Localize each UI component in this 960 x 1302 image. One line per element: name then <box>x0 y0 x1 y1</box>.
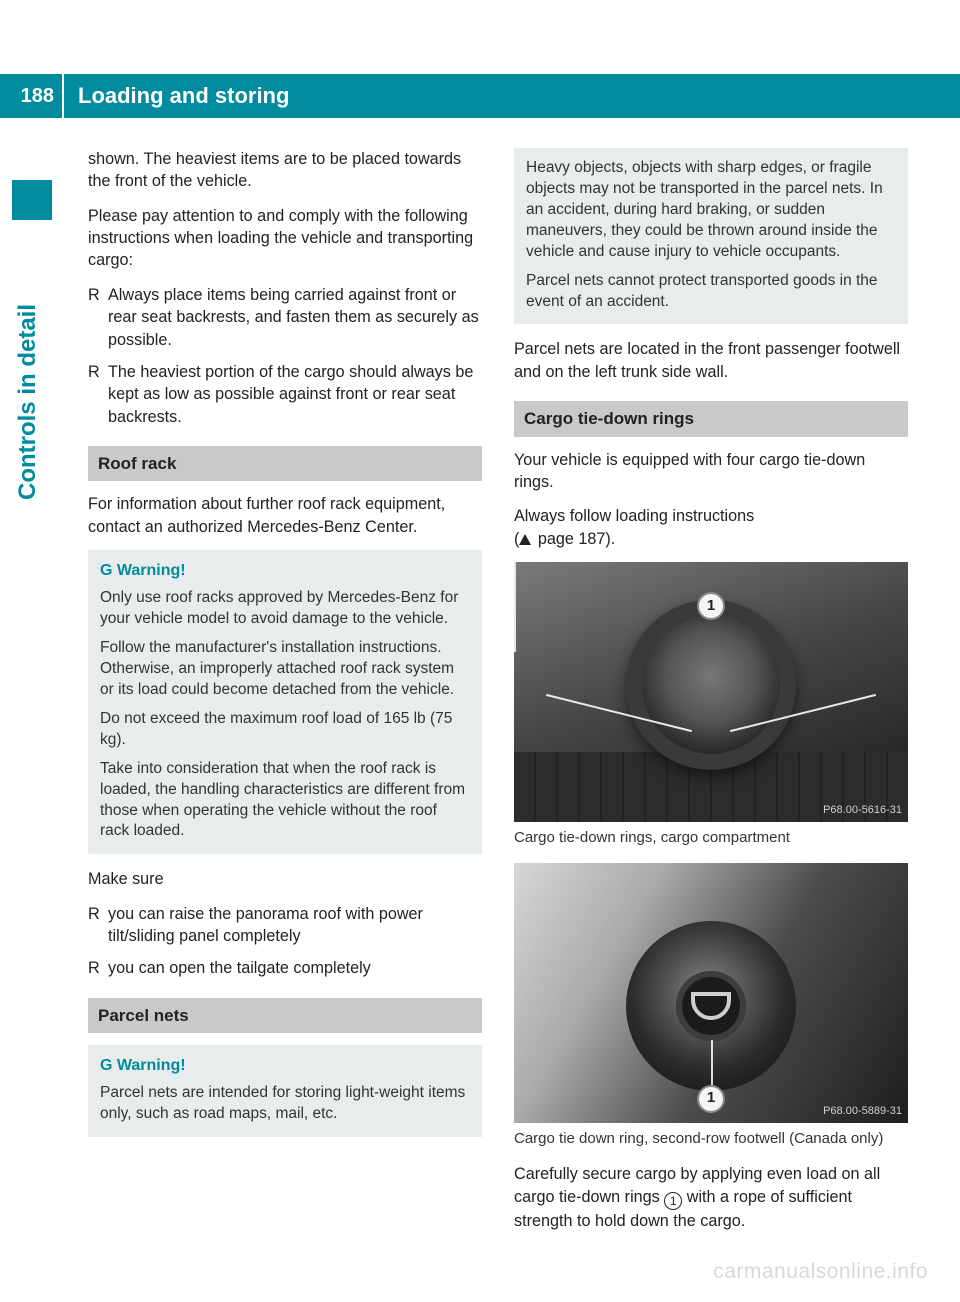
list-item: The heaviest portion of the cargo should… <box>88 361 482 428</box>
tie-down-para-2: Always follow loading instructions ( pag… <box>514 505 908 550</box>
warning-parcel-nets-cont: Heavy objects, objects with sharp edges,… <box>514 148 908 324</box>
figure-id: P68.00-5889-31 <box>823 1104 902 1119</box>
right-column: Heavy objects, objects with sharp edges,… <box>514 148 908 1244</box>
tie-down-p2a: Always follow loading instructions <box>514 507 754 525</box>
section-roof-rack: Roof rack <box>88 446 482 481</box>
side-tab-label: Controls in detail <box>14 304 42 500</box>
figure-id: P68.00-5616-31 <box>823 803 902 818</box>
callout-number: 1 <box>697 592 725 620</box>
tie-down-para-1: Your vehicle is equipped with four cargo… <box>514 449 908 494</box>
intro-para-2: Please pay attention to and comply with … <box>88 205 482 272</box>
warning-para: Parcel nets cannot protect transported g… <box>526 271 896 313</box>
section-parcel-nets: Parcel nets <box>88 998 482 1033</box>
chapter-title: Loading and storing <box>64 83 289 109</box>
parcel-location-para: Parcel nets are located in the front pas… <box>514 338 908 383</box>
warning-para: Only use roof racks approved by Mercedes… <box>100 588 470 630</box>
warning-heading: Warning! <box>100 560 470 582</box>
figure-caption-1: Cargo tie-down rings, cargo compartment <box>514 828 908 849</box>
page-ref-icon <box>519 534 531 545</box>
header-bar: 188 Loading and storing <box>0 74 960 118</box>
make-sure-label: Make sure <box>88 868 482 890</box>
figure-caption-2: Cargo tie down ring, second-row footwell… <box>514 1129 908 1150</box>
warning-para: Do not exceed the maximum roof load of 1… <box>100 709 470 751</box>
warning-para: Follow the manufacturer's installation i… <box>100 638 470 701</box>
intro-para-1: shown. The heaviest items are to be plac… <box>88 148 482 193</box>
roof-rack-para: For information about further roof rack … <box>88 493 482 538</box>
warning-heading: Warning! <box>100 1055 470 1077</box>
warning-roof-rack: Warning! Only use roof racks approved by… <box>88 550 482 854</box>
figure-tie-down-footwell: 1 P68.00-5889-31 <box>514 863 908 1123</box>
callout-number: 1 <box>697 1085 725 1113</box>
fig-line <box>514 562 516 652</box>
warning-parcel-nets: Warning! Parcel nets are intended for st… <box>88 1045 482 1137</box>
content-area: shown. The heaviest items are to be plac… <box>88 148 908 1244</box>
warning-para: Parcel nets are intended for storing lig… <box>100 1083 470 1125</box>
left-column: shown. The heaviest items are to be plac… <box>88 148 482 1244</box>
fig-spare-wheel <box>626 600 796 770</box>
side-tab-marker <box>12 180 52 220</box>
warning-para: Heavy objects, objects with sharp edges,… <box>526 158 896 263</box>
list-item: you can raise the panorama roof with pow… <box>88 903 482 948</box>
callout-inline: 1 <box>664 1192 682 1210</box>
page-number: 188 <box>0 74 64 118</box>
warning-para: Take into consideration that when the ro… <box>100 759 470 843</box>
page-ref-text: page 187). <box>533 530 615 548</box>
list-item: Always place items being carried against… <box>88 284 482 351</box>
section-tie-down: Cargo tie-down rings <box>514 401 908 436</box>
tie-down-para-3: Carefully secure cargo by applying even … <box>514 1163 908 1232</box>
make-sure-bullets: you can raise the panorama roof with pow… <box>88 903 482 980</box>
figure-tie-down-compartment: 1 P68.00-5616-31 <box>514 562 908 822</box>
list-item: you can open the tailgate completely <box>88 957 482 979</box>
cargo-bullets: Always place items being carried against… <box>88 284 482 428</box>
footer-watermark: carmanualsonline.info <box>713 1260 928 1284</box>
